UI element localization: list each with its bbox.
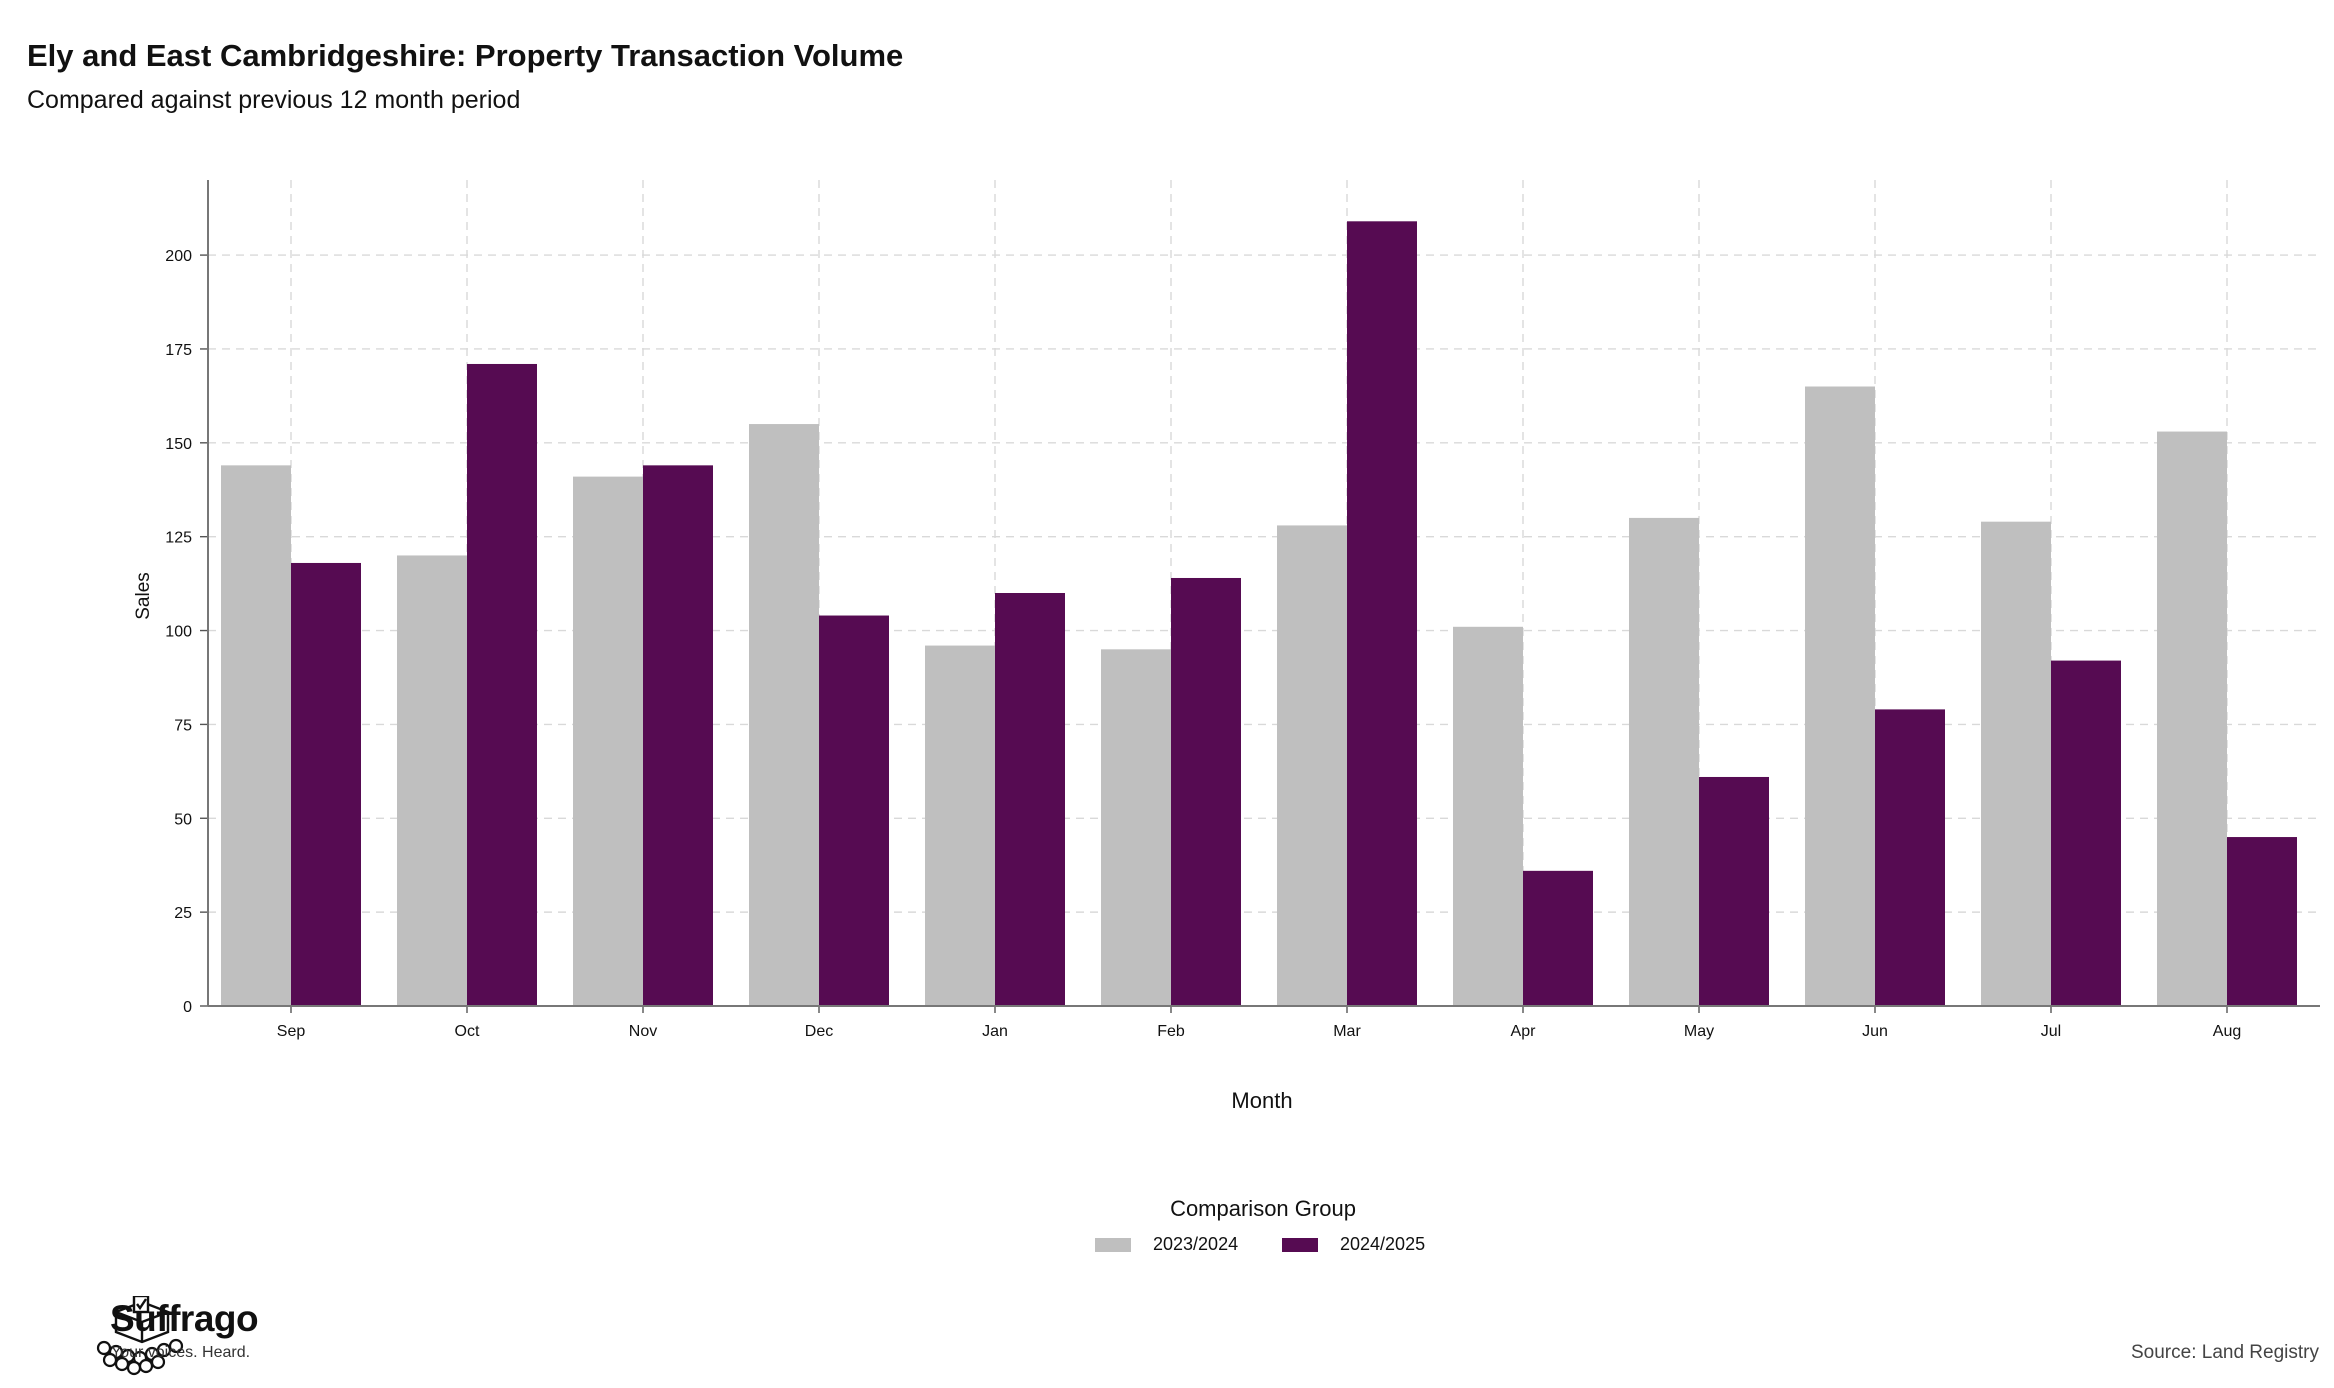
y-tick-label: 100 (165, 624, 192, 641)
ballot-box-logo-icon (96, 1296, 184, 1376)
x-tick-label: Jun (1862, 1023, 1888, 1040)
legend-item-2023-2024: 2023/2024 (1095, 1234, 1238, 1255)
x-tick-label: Feb (1157, 1023, 1185, 1040)
x-axis-title: Month (1231, 1088, 1292, 1113)
y-tick-label: 150 (165, 436, 192, 453)
x-tick-label: Mar (1333, 1023, 1361, 1040)
x-tick-label: Nov (629, 1023, 657, 1040)
y-tick-label: 200 (165, 248, 192, 265)
y-tick-label: 50 (174, 811, 192, 828)
axis-layer: 0 25 50 75 100 125 150 175 200 Sep Oct Nov Dec Jan Feb… (133, 180, 2320, 1113)
bar-2023-2024-mar (1277, 525, 1347, 1006)
bar-2023-2024-dec (749, 424, 819, 1007)
x-tick-label: Jan (982, 1023, 1008, 1040)
x-tick-label: Aug (2213, 1023, 2241, 1040)
legend-item-2024-2025: 2024/2025 (1282, 1234, 1425, 1255)
legend-label: 2023/2024 (1153, 1234, 1239, 1254)
bar-2023-2024-sep (221, 465, 291, 1006)
bar-2024-2025-nov (643, 465, 713, 1006)
legend-swatch (1282, 1237, 1318, 1252)
chart-subtitle: Compared against previous 12 month perio… (27, 86, 521, 114)
bar-2024-2025-jan (995, 593, 1065, 1006)
bar-layer (221, 221, 2297, 1007)
y-tick-label: 0 (183, 999, 192, 1016)
bar-2024-2025-aug (2227, 837, 2297, 1006)
logo-name: Suffrago (110, 1298, 259, 1339)
bar-2024-2025-jun (1875, 709, 1945, 1006)
y-tick-label: 125 (165, 530, 192, 547)
x-tick-label: Jul (2041, 1023, 2061, 1040)
bar-2023-2024-jul (1981, 521, 2051, 1006)
legend-label: 2024/2025 (1340, 1234, 1426, 1254)
logo-tagline: Your voices. Heard. (111, 1344, 251, 1361)
x-tick-label: Apr (1511, 1023, 1537, 1040)
bar-2024-2025-apr (1523, 870, 1593, 1006)
bar-2023-2024-nov (573, 476, 643, 1006)
bar-chart: 0 25 50 75 100 125 150 175 200 Sep Oct Nov Dec Jan Feb… (133, 180, 2320, 1113)
x-tick-label: Dec (805, 1023, 833, 1040)
bar-2023-2024-feb (1101, 649, 1171, 1006)
x-tick-label: Oct (455, 1023, 480, 1040)
y-tick-label: 75 (174, 717, 192, 734)
bar-2024-2025-oct (467, 363, 537, 1006)
bar-2024-2025-feb (1171, 577, 1241, 1006)
legend-title: Comparison Group (1170, 1196, 1356, 1221)
source-note: Source: Land Registry (2131, 1342, 2319, 1363)
bar-2023-2024-jun (1805, 386, 1875, 1006)
legend-swatch (1095, 1237, 1131, 1252)
bar-2023-2024-aug (2157, 431, 2227, 1006)
y-tick-label: 175 (165, 342, 192, 359)
bar-2024-2025-jul (2051, 660, 2121, 1006)
y-tick-label: 25 (174, 905, 192, 922)
bar-2023-2024-apr (1453, 626, 1523, 1006)
x-tick-label: Sep (277, 1023, 306, 1040)
bar-2024-2025-may (1699, 776, 1769, 1006)
bar-2023-2024-may (1629, 517, 1699, 1006)
bar-2024-2025-mar (1347, 221, 1417, 1007)
bar-2023-2024-jan (925, 645, 995, 1006)
bar-2023-2024-oct (397, 555, 467, 1006)
chart-title: Ely and East Cambridgeshire: Property Tr… (27, 38, 904, 73)
bar-2024-2025-sep (291, 562, 361, 1006)
x-tick-label: May (1684, 1023, 1714, 1040)
bar-2024-2025-dec (819, 615, 889, 1006)
y-axis-title: Sales (133, 572, 154, 620)
